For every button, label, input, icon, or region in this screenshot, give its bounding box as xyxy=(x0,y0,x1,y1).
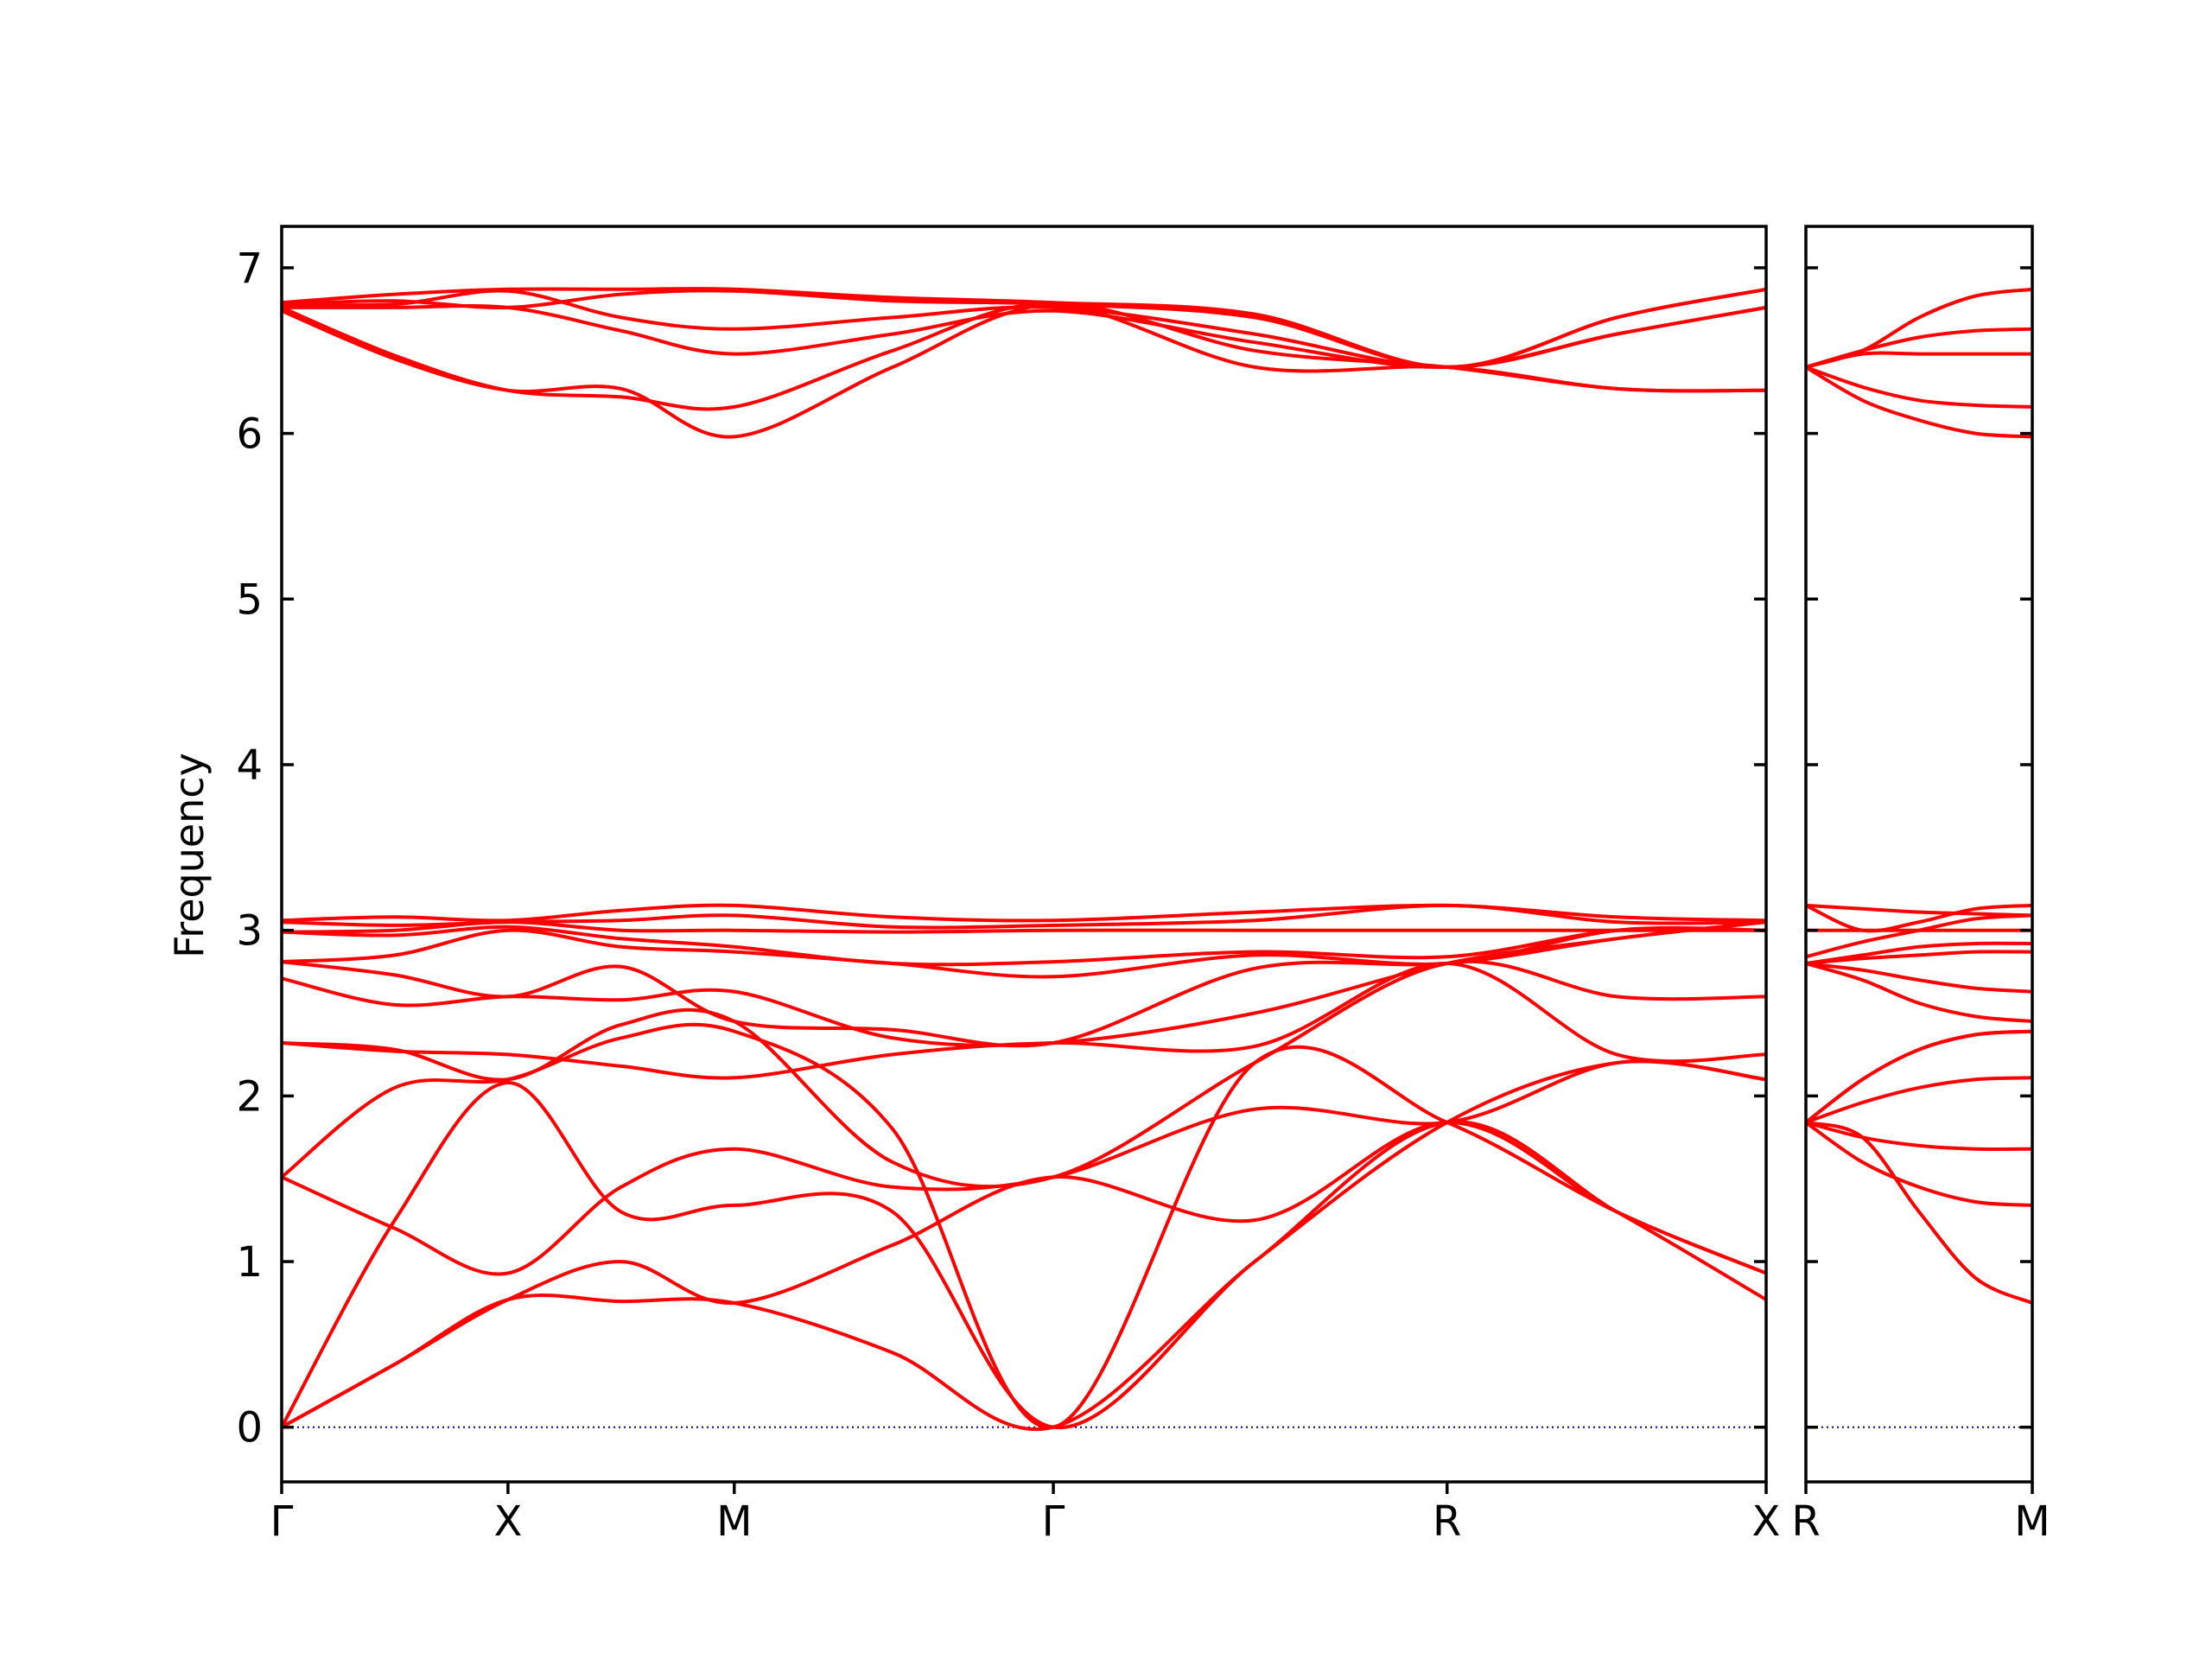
y-tick-label: 4 xyxy=(236,741,263,790)
x-tick-label-Γ: Γ xyxy=(270,1497,294,1546)
band-line-1 xyxy=(282,1120,1766,1432)
band-line-15 xyxy=(282,302,1766,439)
band-line-11 xyxy=(282,925,1766,967)
band-line-7 xyxy=(1806,962,2032,1024)
band-line-9 xyxy=(282,920,1766,1048)
y-tick-label: 1 xyxy=(236,1238,263,1287)
band-line-6 xyxy=(282,961,1766,1080)
band-line-2 xyxy=(282,1120,1766,1429)
band-line-2 xyxy=(1806,1121,2032,1207)
band-line-10 xyxy=(282,925,1766,979)
y-tick-label: 5 xyxy=(236,575,263,624)
band-line-16 xyxy=(1806,365,2032,409)
band-line-17 xyxy=(282,303,1766,369)
bands xyxy=(1806,287,2032,1305)
panel-1: 0 1 2 3 4 5 6 7 Γ X M Γ R X xyxy=(236,225,1781,1546)
band-line-10 xyxy=(1806,941,2032,965)
band-line-13 xyxy=(1806,903,2032,918)
band-line-7 xyxy=(282,959,1766,1189)
band-line-9 xyxy=(1806,950,2032,965)
x-tick-label-R: R xyxy=(1433,1497,1461,1546)
band-line-4 xyxy=(1806,1076,2032,1124)
x-tick-label-X: X xyxy=(493,1497,522,1546)
x-tick-label-X: X xyxy=(1752,1497,1781,1546)
x-tick-label-Γ: Γ xyxy=(1042,1497,1065,1546)
x-tick-label-M: M xyxy=(2014,1497,2050,1546)
band-line-3 xyxy=(1806,1121,2032,1151)
band-line-14 xyxy=(282,903,1766,923)
band-line-5 xyxy=(282,1022,1766,1429)
y-tick-label: 6 xyxy=(236,410,263,459)
band-line-6 xyxy=(1806,1029,2032,1124)
y-tick-label: 3 xyxy=(236,907,263,956)
band-line-13 xyxy=(282,903,1766,930)
y-tick-label: 0 xyxy=(236,1404,263,1452)
band-line-15 xyxy=(1806,365,2032,439)
band-line-8 xyxy=(1806,962,2032,994)
x-tick-label-M: M xyxy=(716,1497,752,1546)
band-line-3 xyxy=(282,1059,1766,1429)
plot-frame xyxy=(280,225,1768,1484)
band-line-20 xyxy=(282,287,1766,369)
band-line-19 xyxy=(1806,287,2032,369)
y-tick-label: 7 xyxy=(236,245,263,293)
band-line-4 xyxy=(282,1059,1766,1276)
x-tick-label-R: R xyxy=(1791,1497,1820,1546)
bands xyxy=(282,287,1766,1432)
band-line-1 xyxy=(1806,1121,2032,1305)
band-line-18 xyxy=(1806,327,2032,369)
band-line-16 xyxy=(282,302,1766,411)
plot-frame xyxy=(1804,225,2034,1484)
y-axis-label: Frequency xyxy=(166,753,213,958)
y-tick-label: 2 xyxy=(236,1072,263,1121)
band-line-14 xyxy=(1806,903,2032,933)
